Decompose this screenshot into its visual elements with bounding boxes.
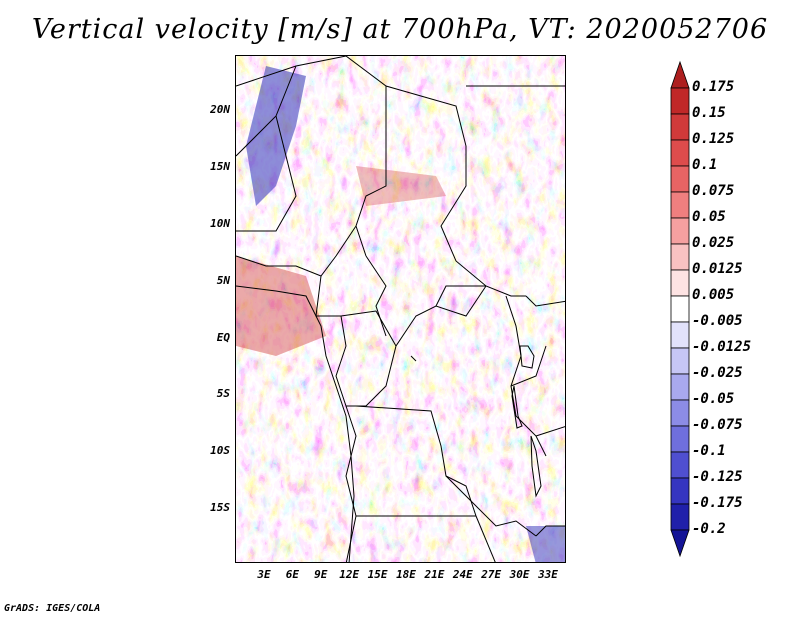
- colorbar-label: -0.0125: [692, 339, 752, 355]
- colorbar-segment: [670, 165, 690, 193]
- lat-label: 10N: [210, 217, 230, 230]
- colorbar-label: -0.075: [692, 417, 743, 433]
- grads-credit: GrADS: IGES/COLA: [4, 603, 101, 614]
- colorbar-segment: [670, 113, 690, 141]
- lon-label: 18E: [396, 568, 416, 581]
- lon-label: 27E: [481, 568, 502, 581]
- map-plot-area: [235, 55, 566, 563]
- colorbar-segment: [670, 503, 690, 531]
- lon-label: 15E: [367, 568, 388, 581]
- coastline: [236, 285, 355, 562]
- colorbar: [670, 60, 690, 558]
- country-borders: [236, 56, 565, 562]
- colorbar-label: -0.175: [692, 495, 743, 511]
- colorbar-label: 0.025: [692, 235, 735, 251]
- lat-label: 20N: [210, 103, 230, 116]
- lon-label: 9E: [314, 568, 328, 581]
- colorbar-label: 0.175: [692, 79, 735, 95]
- colorbar-label: 0.0125: [692, 261, 743, 277]
- colorbar-label: -0.125: [692, 469, 743, 485]
- colorbar-segment: [670, 399, 690, 427]
- lat-label: 10S: [210, 444, 230, 457]
- colorbar-segment: [670, 321, 690, 349]
- colorbar-segment: [670, 425, 690, 453]
- colorbar-label: -0.1: [692, 443, 726, 459]
- lon-label: 3E: [257, 568, 271, 581]
- colorbar-label: 0.075: [692, 183, 735, 199]
- velocity-field-map: [236, 56, 565, 562]
- descent-corner-patch: [526, 526, 565, 562]
- lon-label: 33E: [538, 568, 558, 581]
- lon-label: 6E: [285, 568, 300, 581]
- colorbar-segment: [670, 295, 690, 323]
- lat-label: 15S: [210, 501, 230, 514]
- colorbar-segment: [670, 243, 690, 271]
- colorbar-segment: [670, 477, 690, 505]
- lon-label: 30E: [509, 568, 530, 581]
- strong-ascent-patch: [236, 256, 326, 356]
- colorbar-segment: [670, 139, 690, 167]
- lon-label: 21E: [424, 568, 445, 581]
- lat-label: 5S: [216, 387, 230, 400]
- lon-label: 12E: [339, 568, 360, 581]
- strong-descent-patch: [246, 66, 306, 206]
- colorbar-label: 0.05: [692, 209, 726, 225]
- lat-label: EQ: [216, 331, 230, 344]
- colorbar-segment: [670, 451, 690, 479]
- colorbar-label: -0.025: [692, 365, 743, 381]
- colorbar-label: -0.005: [692, 313, 743, 329]
- chart-title: Vertical velocity [m/s] at 700hPa, VT: 2…: [31, 14, 769, 45]
- colorbar-segment: [670, 217, 690, 245]
- colorbar-segment: [670, 347, 690, 375]
- colorbar-bottom-arrow: [670, 529, 690, 558]
- colorbar-segment: [670, 191, 690, 219]
- colorbar-segment: [670, 87, 690, 115]
- lakes: [410, 345, 542, 498]
- colorbar-label: 0.15: [692, 105, 726, 121]
- colorbar-label: -0.05: [692, 391, 735, 407]
- colorbar-label: 0.005: [692, 287, 735, 303]
- colorbar-label: -0.2: [692, 521, 726, 537]
- lon-label: 24E: [452, 568, 473, 581]
- ascent-band: [356, 166, 446, 206]
- colorbar-segment: [670, 373, 690, 401]
- lat-label: 5N: [216, 274, 230, 287]
- colorbar-label: 0.1: [692, 157, 718, 173]
- colorbar-label: 0.125: [692, 131, 735, 147]
- colorbar-top-arrow: [670, 60, 690, 89]
- lat-label: 15N: [210, 160, 230, 173]
- colorbar-segment: [670, 269, 690, 297]
